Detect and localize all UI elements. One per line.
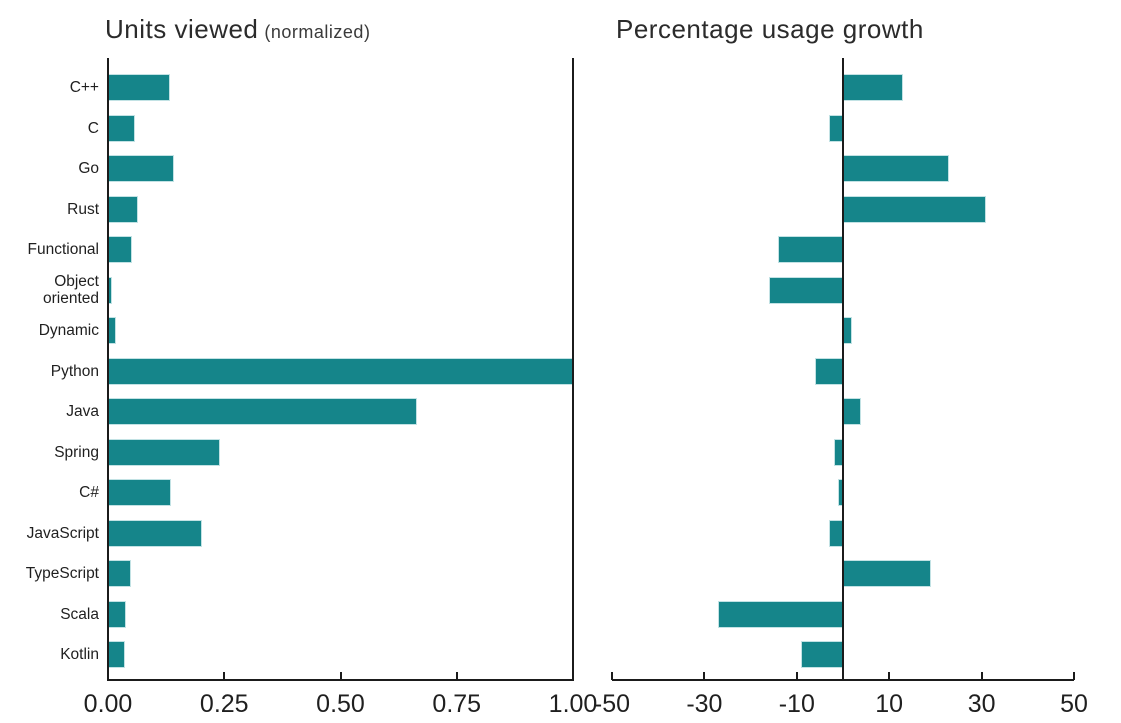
category-label-java: Java	[66, 403, 99, 420]
left-x-tick-label-4: 1.00	[548, 690, 598, 718]
left-bar-4-functional	[108, 236, 133, 263]
left-x-tick-0	[107, 672, 109, 680]
right-bar-4-functional	[778, 236, 843, 263]
right-bar-8-java	[843, 398, 862, 425]
left-bar-6-dynamic	[108, 317, 116, 344]
left-chart-title-text: Units viewed	[105, 14, 259, 44]
right-x-tick-label-5: 50	[1060, 690, 1088, 718]
category-label-kotlin: Kotlin	[60, 646, 99, 663]
category-label-dynamic: Dynamic	[38, 322, 99, 339]
category-label-c: C#	[79, 484, 99, 501]
right-bar-14-kotlin	[801, 641, 843, 668]
category-label-rust: Rust	[67, 200, 99, 218]
right-bar-1-c	[829, 114, 843, 142]
left-x-tick-label-1: 0.25	[199, 690, 249, 718]
right-x-tick-label-1: -30	[686, 690, 723, 718]
left-bar-7-python	[108, 357, 573, 385]
right-x-tick-label-2: -10	[778, 690, 815, 718]
right-x-tick-label-4: 30	[967, 690, 996, 718]
right-bar-2-go	[843, 155, 950, 182]
right-x-tick-4	[980, 672, 983, 680]
left-x-axis-line	[108, 679, 573, 681]
right-bar-11-javascript	[829, 519, 843, 547]
right-x-tick-5	[1073, 672, 1075, 680]
right-chart-title: Percentage usage growth	[616, 14, 924, 44]
category-label-functional: Functional	[27, 241, 99, 258]
left-bar-8-java	[108, 398, 418, 425]
right-bar-3-rust	[843, 195, 987, 223]
left-bar-11-javascript	[108, 519, 203, 547]
left-bar-0-c	[108, 74, 170, 101]
category-label-scala: Scala	[60, 605, 99, 623]
left-x-tick-label-2: 0.50	[316, 690, 365, 718]
left-spine-0	[107, 58, 109, 681]
left-x-tick-3	[455, 672, 458, 680]
category-label-typescript: TypeScript	[25, 565, 99, 582]
category-label-javascript: JavaScript	[26, 524, 99, 542]
left-chart-title: Units viewed (normalized)	[105, 14, 370, 47]
category-label-object-oriented: Object oriented	[42, 273, 99, 307]
right-bar-7-python	[815, 357, 843, 385]
right-x-tick-1	[703, 672, 706, 680]
right-bar-6-dynamic	[843, 317, 853, 344]
left-x-tick-4	[572, 672, 574, 680]
category-label-c: C++	[69, 79, 99, 96]
category-label-python: Python	[50, 362, 99, 380]
left-bar-12-typescript	[108, 560, 132, 587]
left-x-tick-label-3: 0.75	[432, 690, 482, 718]
right-x-tick-label-0: -50	[593, 690, 631, 718]
category-label-go: Go	[78, 160, 99, 177]
right-x-tick-0	[611, 672, 613, 680]
right-bar-0-c	[843, 74, 904, 101]
left-bar-2-go	[108, 155, 174, 182]
left-bar-3-rust	[108, 195, 139, 223]
right-bar-5-object-oriented	[769, 276, 843, 304]
category-label-spring: Spring	[54, 443, 99, 461]
left-spine-1	[572, 58, 574, 681]
left-x-tick-label-0: 0.00	[83, 690, 133, 718]
right-chart-title-text: Percentage usage growth	[616, 14, 924, 44]
left-chart-title-suffix: (normalized)	[264, 22, 371, 42]
right-zero-line	[842, 58, 844, 681]
left-bar-10-c	[108, 479, 171, 506]
right-x-tick-label-3: 10	[875, 690, 904, 718]
right-bar-13-scala	[718, 600, 843, 628]
left-bar-9-spring	[108, 438, 220, 466]
category-label-c: C	[87, 119, 99, 137]
right-x-tick-2	[795, 672, 798, 680]
left-bar-13-scala	[108, 600, 126, 628]
left-bar-14-kotlin	[108, 641, 125, 668]
right-x-axis-line	[612, 679, 1074, 681]
left-bar-1-c	[108, 114, 135, 142]
right-bar-12-typescript	[843, 560, 931, 587]
left-x-tick-2	[339, 672, 342, 680]
right-x-tick-3	[888, 672, 891, 680]
left-x-tick-1	[223, 672, 226, 680]
